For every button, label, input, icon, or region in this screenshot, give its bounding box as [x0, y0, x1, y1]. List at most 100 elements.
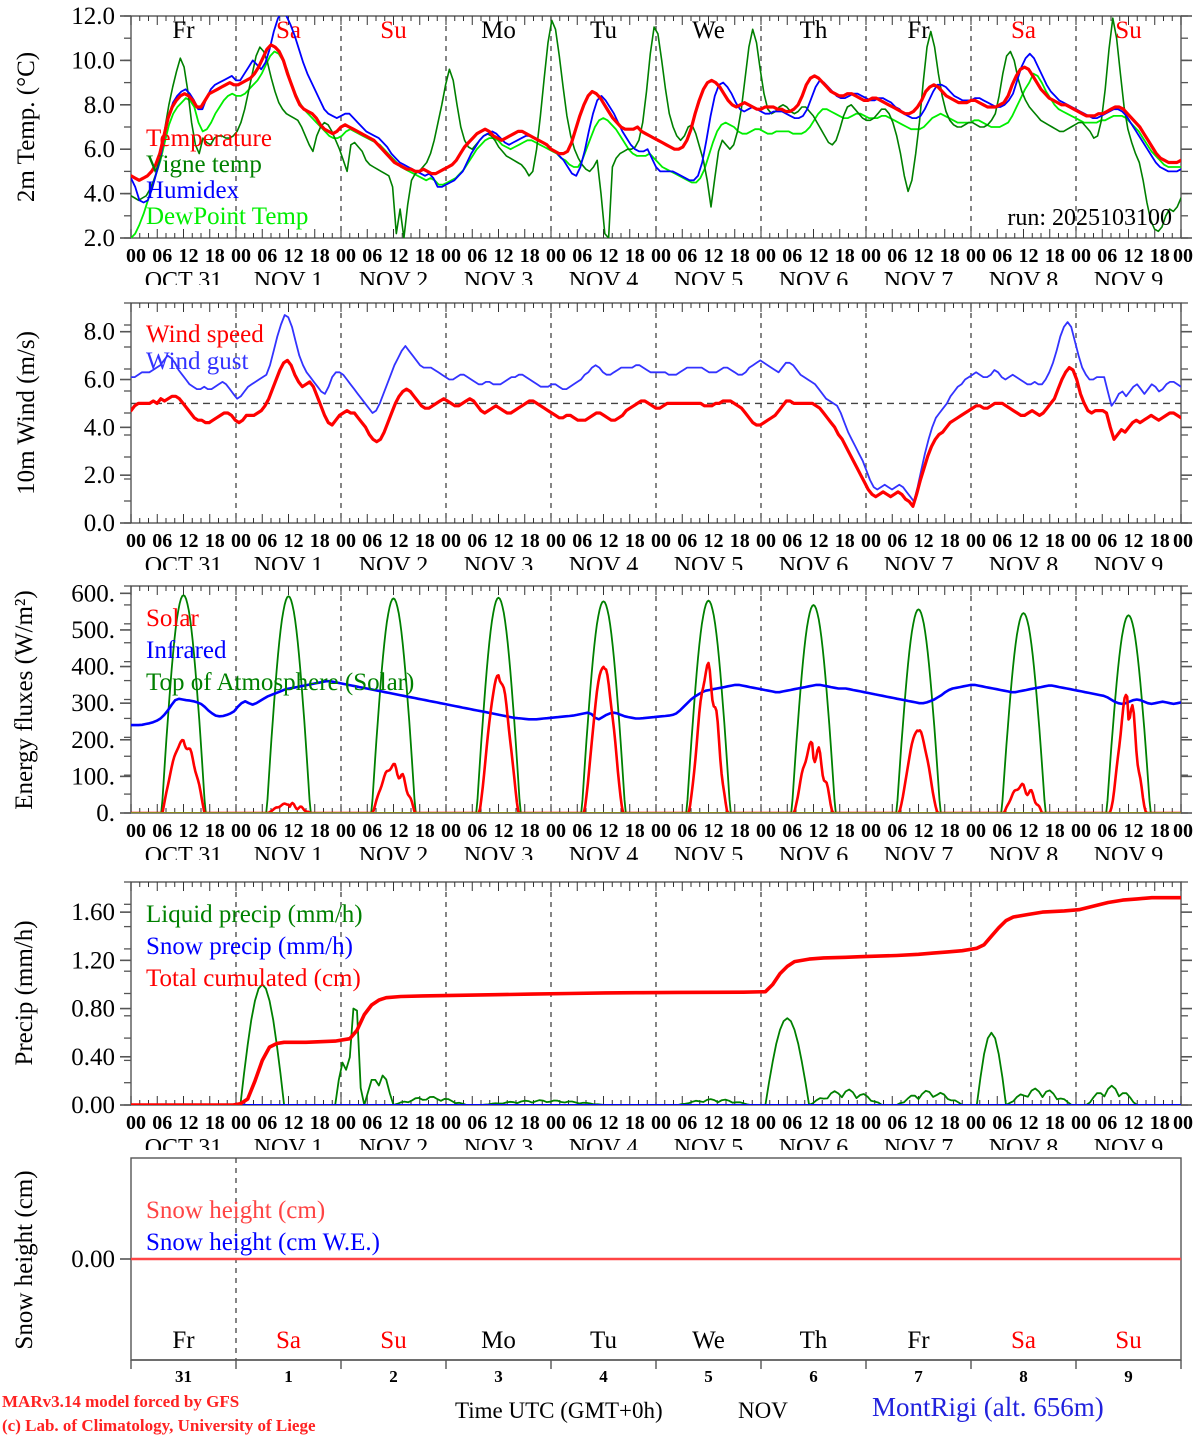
svg-text:18: 18 [520, 1112, 540, 1134]
svg-text:00: 00 [756, 530, 776, 552]
series-temperature [131, 43, 1181, 182]
svg-text:18: 18 [1150, 530, 1170, 552]
svg-text:06: 06 [992, 245, 1012, 267]
svg-text:0.00: 0.00 [71, 1246, 115, 1273]
svg-text:00: 00 [1071, 245, 1091, 267]
temperature-chart: 2.04.06.08.010.012.000 06 12 18 00 06 12 18 00 06… [13, 3, 1193, 285]
y-axis-title: Energy fluxes (W/m²) [11, 590, 38, 809]
svg-text:NOV 1: NOV 1 [254, 553, 324, 570]
svg-text:NOV 9: NOV 9 [1094, 268, 1164, 285]
legend-total-cumulated: Total cumulated (cm) [146, 965, 361, 992]
svg-text:2.0: 2.0 [84, 225, 115, 252]
svg-text:2.0: 2.0 [84, 462, 115, 489]
svg-text:00: 00 [966, 245, 986, 267]
svg-text:Fr: Fr [907, 17, 930, 44]
svg-text:18: 18 [1045, 530, 1065, 552]
bottom-day-number: 5 [704, 1367, 713, 1386]
svg-text:0.80: 0.80 [71, 996, 115, 1023]
legend-snow-height-we: Snow height (cm W.E.) [146, 1229, 380, 1256]
legend-wind-speed: Wind speed [146, 321, 264, 348]
svg-text:12: 12 [1124, 1112, 1144, 1134]
svg-text:NOV 3: NOV 3 [464, 553, 534, 570]
svg-text:18: 18 [415, 245, 435, 267]
legend-wind-gust: Wind gust [146, 348, 249, 375]
svg-text:18: 18 [835, 245, 855, 267]
svg-text:12: 12 [1019, 1112, 1039, 1134]
svg-text:12: 12 [599, 530, 619, 552]
svg-text:12: 12 [1124, 530, 1144, 552]
svg-text:18: 18 [835, 820, 855, 842]
svg-text:06: 06 [152, 820, 172, 842]
svg-text:00: 00 [966, 820, 986, 842]
bottom-day-label: Su [380, 1327, 407, 1354]
svg-text:06: 06 [992, 820, 1012, 842]
svg-text:4.0: 4.0 [84, 181, 115, 208]
svg-text:06: 06 [152, 1112, 172, 1134]
svg-text:500.: 500. [71, 617, 115, 644]
svg-text:06: 06 [467, 530, 487, 552]
svg-text:8.0: 8.0 [84, 319, 115, 346]
svg-text:18: 18 [625, 245, 645, 267]
snow-height-chart: 0.00 Fr Sa Su Mo Tu We Th Fr Sa Su 31 1 2 3 4 5 6 7 8 9 Snow … [11, 1157, 1182, 1386]
legend-humidex: Humidex [146, 177, 240, 204]
svg-text:06: 06 [887, 1112, 907, 1134]
svg-text:06: 06 [887, 530, 907, 552]
svg-text:18: 18 [730, 245, 750, 267]
svg-text:00: 00 [1173, 245, 1193, 267]
energy-fluxes-chart: 0.100.200.300.400.500.600.00 06 12 18 00 06 12… [11, 580, 1193, 860]
series-humidex [131, 16, 1181, 204]
svg-text:12: 12 [809, 245, 829, 267]
y-axis-title: 2m Temp. (°C) [13, 52, 40, 202]
svg-text:1.60: 1.60 [71, 899, 115, 926]
svg-text:00: 00 [231, 530, 251, 552]
svg-text:06: 06 [782, 530, 802, 552]
svg-text:12: 12 [179, 1112, 199, 1134]
panel-snow-height: 0.00 Fr Sa Su Mo Tu We Th Fr Sa Su 31 1 2 3 4 5 6 7 8 9 Snow … [0, 1150, 1194, 1440]
svg-text:18: 18 [520, 245, 540, 267]
svg-text:300.: 300. [71, 690, 115, 717]
legend-infrared: Infrared [146, 637, 227, 664]
bottom-day-number: 1 [284, 1367, 293, 1386]
svg-text:12.0: 12.0 [71, 3, 115, 30]
svg-text:00: 00 [126, 820, 146, 842]
series-wind-speed [131, 358, 1181, 508]
svg-text:18: 18 [940, 820, 960, 842]
svg-text:18: 18 [730, 820, 750, 842]
svg-text:400.: 400. [71, 654, 115, 681]
bottom-day-label: Th [800, 1327, 828, 1354]
svg-text:06: 06 [677, 820, 697, 842]
bottom-day-label: Su [1115, 1327, 1142, 1354]
time-axis-month: NOV [738, 1398, 788, 1423]
svg-text:06: 06 [1097, 245, 1117, 267]
svg-text:0.40: 0.40 [71, 1044, 115, 1071]
svg-text:18: 18 [835, 1112, 855, 1134]
svg-text:18: 18 [625, 820, 645, 842]
svg-text:12: 12 [389, 820, 409, 842]
svg-text:06: 06 [572, 530, 592, 552]
panel-precip: 0.00 0.40 0.80 1.20 1.60 00 06 12 18 00 06 12 18 00 06… [0, 860, 1194, 1150]
svg-text:00: 00 [1071, 530, 1091, 552]
svg-text:OCT 31: OCT 31 [145, 553, 223, 570]
wind-chart: 0.02.04.06.08.000 06 12 18 00 06 12 18 00 06 12 18 0… [13, 302, 1193, 570]
svg-text:18: 18 [520, 530, 540, 552]
bottom-day-label: Mo [481, 1327, 516, 1354]
svg-text:NOV 7: NOV 7 [884, 268, 954, 285]
svg-text:12: 12 [1019, 820, 1039, 842]
svg-text:100.: 100. [71, 763, 115, 790]
svg-text:18: 18 [940, 245, 960, 267]
svg-text:12: 12 [389, 530, 409, 552]
svg-text:06: 06 [1097, 820, 1117, 842]
svg-text:OCT 31: OCT 31 [145, 268, 223, 285]
svg-text:18: 18 [205, 530, 225, 552]
svg-text:06: 06 [572, 1112, 592, 1134]
time-axis-title: Time UTC (GMT+0h) [455, 1398, 663, 1423]
svg-text:00: 00 [1071, 820, 1091, 842]
svg-text:12: 12 [284, 820, 304, 842]
svg-text:Tu: Tu [590, 17, 617, 44]
svg-text:00: 00 [546, 820, 566, 842]
panel-wind: 0.0 2.0 4.0 6.0 8.0 00 06 12 18 00 06 12 18 00 06 12 18 0… [0, 285, 1194, 570]
bottom-day-number: 7 [914, 1367, 923, 1386]
panel-temperature: 2.0 4.0 6.0 8.0 10.0 12.0 00 06 12 18 00 06 12 18 00 06… [0, 0, 1194, 285]
svg-text:Su: Su [380, 17, 407, 44]
svg-text:00: 00 [1173, 1112, 1193, 1134]
